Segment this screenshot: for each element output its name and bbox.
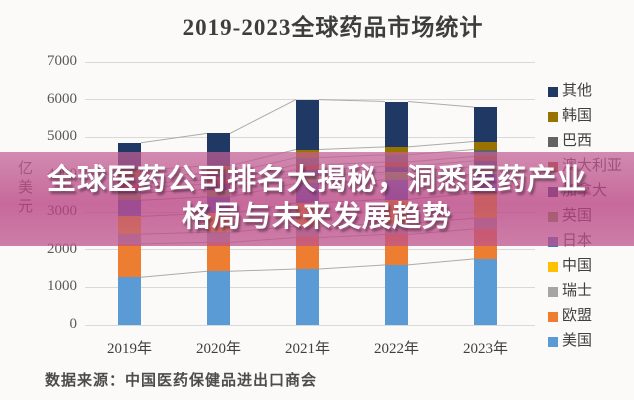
x-tick-label: 2020年 <box>195 341 241 357</box>
headline-line-1: 全球医药公司排名大揭秘，洞悉医药产业 <box>46 164 587 196</box>
bar-segment-其他 <box>385 101 408 148</box>
bar-segment-欧盟 <box>207 242 230 272</box>
gridline <box>85 99 535 101</box>
data-source-note: 数据来源：中国医药保健品进出口商会 <box>45 373 318 389</box>
legend-item-瑞士: 瑞士 <box>548 284 622 299</box>
legend-item-美国: 美国 <box>548 334 622 349</box>
legend-label: 中国 <box>562 258 593 274</box>
series-line-美国 <box>140 270 208 278</box>
legend-item-巴西: 巴西 <box>548 134 622 149</box>
legend-item-其他: 其他 <box>548 84 622 99</box>
legend-label: 巴西 <box>562 133 593 149</box>
gridline <box>85 61 535 63</box>
series-line-其他 <box>140 132 208 144</box>
legend-swatch-icon <box>548 86 558 97</box>
gridline <box>85 324 535 326</box>
legend-swatch-icon <box>548 261 558 272</box>
y-tick-label: 6000 <box>47 90 77 107</box>
bar-segment-其他 <box>474 107 497 142</box>
y-tick-label: 5000 <box>47 128 77 145</box>
y-tick-label: 0 <box>69 316 78 332</box>
bar-segment-美国 <box>118 277 141 325</box>
legend-label: 美国 <box>562 333 593 349</box>
headline-overlay-banner: 全球医药公司排名大揭秘，洞悉医药产业 格局与未来发展趋势 <box>0 152 634 246</box>
legend-swatch-icon <box>548 311 558 322</box>
headline-line-2: 格局与未来发展趋势 <box>181 201 452 233</box>
bar-segment-美国 <box>474 258 497 325</box>
legend-label: 其他 <box>562 83 593 99</box>
series-line-美国 <box>318 264 386 270</box>
bar-segment-美国 <box>385 264 408 325</box>
legend-label: 韩国 <box>562 108 593 124</box>
y-tick-label: 1000 <box>47 278 77 295</box>
bar-segment-韩国 <box>385 147 408 155</box>
x-tick-label: 2021年 <box>284 341 330 357</box>
legend-swatch-icon <box>548 111 558 122</box>
series-line-韩国 <box>318 146 386 151</box>
chart-title: 2019-2023全球药品市场统计 <box>182 15 484 40</box>
bar-segment-美国 <box>296 269 319 325</box>
series-line-美国 <box>407 258 475 266</box>
legend-label: 欧盟 <box>562 308 593 324</box>
legend-label: 瑞士 <box>562 283 593 299</box>
bar-segment-美国 <box>207 271 230 325</box>
legend-item-欧盟: 欧盟 <box>548 309 622 324</box>
legend-swatch-icon <box>548 286 558 297</box>
bar-segment-欧盟 <box>118 243 141 278</box>
legend-item-韩国: 韩国 <box>548 109 622 124</box>
series-line-韩国 <box>407 140 475 148</box>
series-line-美国 <box>229 268 297 272</box>
legend-swatch-icon <box>548 336 558 347</box>
x-tick-label: 2019年 <box>106 341 152 357</box>
x-tick-label: 2022年 <box>373 341 419 357</box>
series-line-其他 <box>318 99 386 102</box>
y-tick-label: 7000 <box>47 53 77 69</box>
bar-segment-其他 <box>296 99 319 150</box>
x-tick-label: 2023年 <box>462 341 508 357</box>
legend-item-中国: 中国 <box>548 259 622 274</box>
legend-swatch-icon <box>548 136 558 147</box>
bar-segment-韩国 <box>474 141 497 150</box>
series-line-其他 <box>229 99 297 134</box>
series-line-其他 <box>407 100 475 108</box>
